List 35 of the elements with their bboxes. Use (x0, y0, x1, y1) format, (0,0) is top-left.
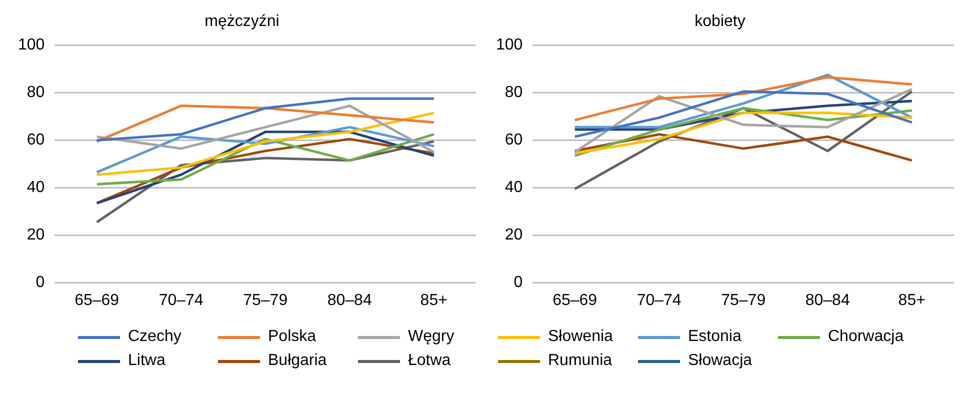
y-tick-label: 60 (26, 132, 45, 149)
y-tick-label: 100 (496, 36, 523, 54)
chart-title: kobiety (694, 13, 746, 30)
chart-title: mężczyźni (204, 13, 280, 30)
legend-label: Słowenia (548, 328, 613, 346)
y-tick-label: 40 (26, 179, 45, 196)
y-tick-label: 40 (504, 179, 523, 196)
x-tick-label: 80–84 (327, 292, 372, 309)
x-tick-label: 80–84 (805, 292, 850, 309)
y-tick-label: 20 (26, 226, 45, 244)
y-tick-label: 0 (514, 274, 523, 292)
y-tick-label: 80 (504, 84, 523, 102)
x-tick-label: 75–79 (721, 292, 766, 309)
legend-label: Czechy (128, 328, 182, 346)
legend-label: Litwa (128, 352, 166, 370)
y-tick-label: 0 (36, 274, 45, 292)
legend-label: Estonia (688, 328, 742, 346)
legend-label: Rumunia (548, 352, 612, 370)
x-tick-label: 85+ (898, 292, 926, 309)
legend-label: Słowacja (688, 352, 752, 370)
x-tick-label: 65–69 (552, 292, 598, 309)
legend-label: Chorwacja (828, 328, 904, 346)
legend-label: Bułgaria (268, 352, 327, 370)
y-tick-label: 100 (18, 36, 45, 54)
legend-label: Łotwa (408, 352, 451, 370)
y-tick-label: 80 (26, 84, 45, 102)
x-tick-label: 65–69 (74, 292, 120, 309)
x-tick-label: 75–79 (243, 292, 288, 309)
y-tick-label: 20 (504, 226, 523, 244)
x-tick-label: 70–74 (636, 292, 682, 309)
legend-label: Polska (268, 328, 316, 346)
x-tick-label: 85+ (420, 292, 448, 309)
legend-label: Węgry (408, 328, 454, 346)
x-tick-label: 70–74 (158, 292, 204, 309)
y-tick-label: 60 (504, 132, 523, 149)
